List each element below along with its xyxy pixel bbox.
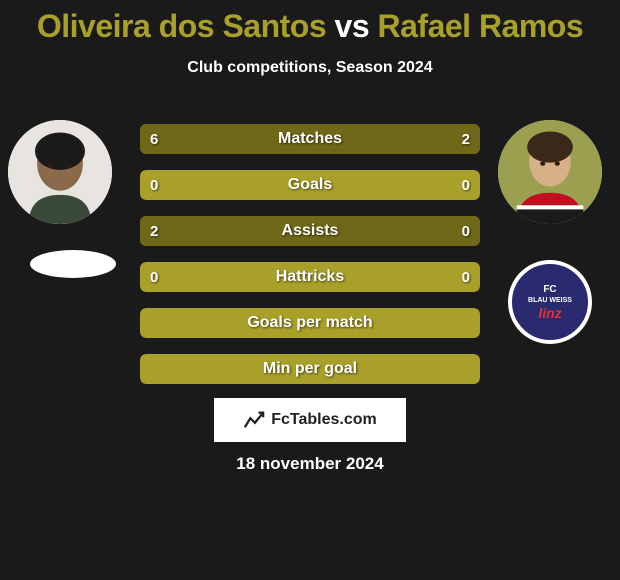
club-badge-text: FC BLAU WEISS linz — [528, 285, 572, 320]
stat-label: Goals per match — [140, 308, 480, 338]
stat-label: Goals — [140, 170, 480, 200]
stat-row: Goals per match — [140, 308, 480, 338]
player1-club-badge — [30, 250, 116, 278]
footer-brand-badge: FcTables.com — [214, 398, 406, 442]
club-text-bottom: linz — [528, 306, 572, 320]
stat-label: Assists — [140, 216, 480, 246]
vs-label: vs — [335, 8, 370, 44]
stat-row: 00Goals — [140, 170, 480, 200]
player2-avatar — [498, 120, 602, 224]
stats-bars: 62Matches 00Goals 20Assists 00Hattricks Goal… — [140, 124, 480, 400]
comparison-title: Oliveira dos Santos vs Rafael Ramos — [0, 0, 620, 45]
chart-icon — [243, 409, 265, 431]
stat-row: 20Assists — [140, 216, 480, 246]
stat-row: 62Matches — [140, 124, 480, 154]
club-text-top: FC — [528, 285, 572, 295]
player1-name: Oliveira dos Santos — [37, 8, 326, 44]
player1-avatar — [8, 120, 112, 224]
player2-name: Rafael Ramos — [378, 8, 584, 44]
stat-label: Min per goal — [140, 354, 480, 384]
stat-label: Hattricks — [140, 262, 480, 292]
brand-text: FcTables.com — [271, 411, 377, 429]
stat-label: Matches — [140, 124, 480, 154]
subtitle: Club competitions, Season 2024 — [0, 59, 620, 77]
stat-row: Min per goal — [140, 354, 480, 384]
club-text-mid: BLAU WEISS — [528, 297, 572, 304]
footer-date: 18 november 2024 — [0, 454, 620, 474]
stat-row: 00Hattricks — [140, 262, 480, 292]
player2-club-badge: FC BLAU WEISS linz — [508, 260, 592, 344]
